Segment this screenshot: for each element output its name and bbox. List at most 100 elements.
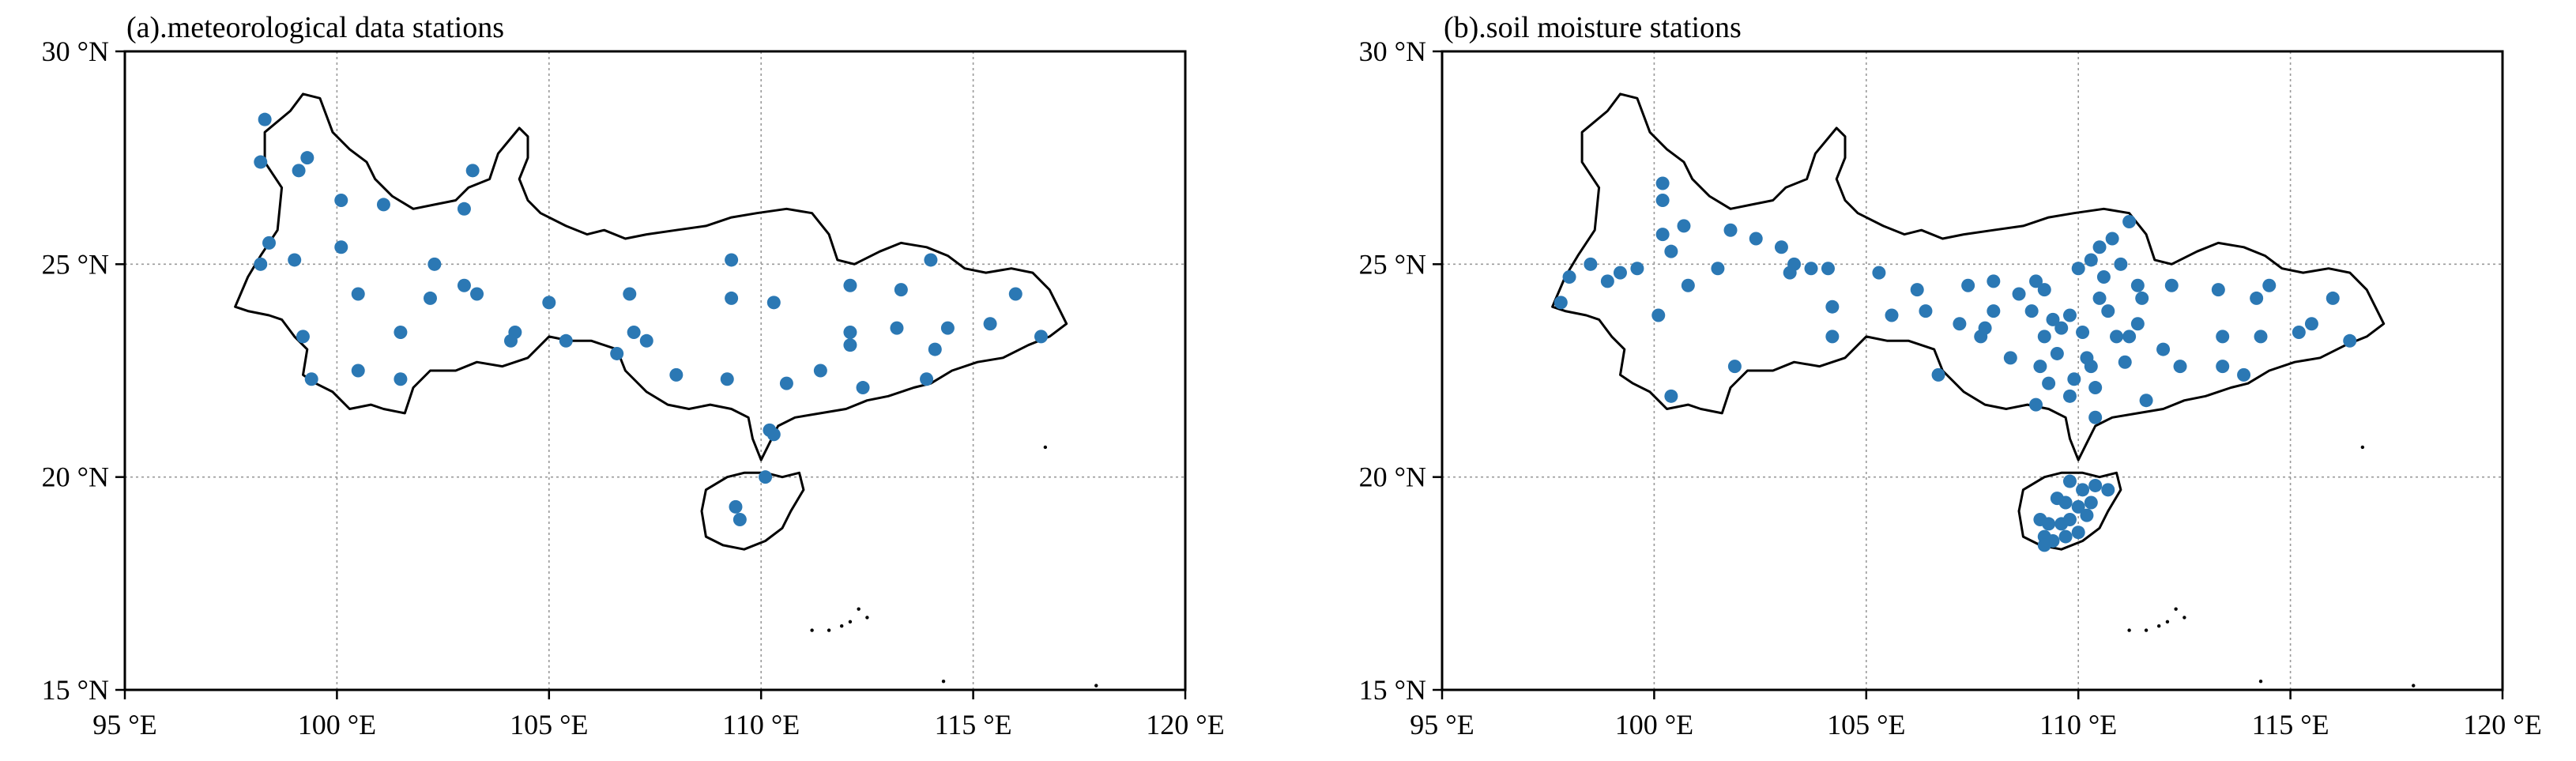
station-point bbox=[1651, 308, 1666, 322]
station-point bbox=[2050, 346, 2064, 360]
station-point bbox=[2037, 538, 2051, 552]
station-point bbox=[779, 376, 793, 390]
island-mark bbox=[2360, 445, 2365, 450]
panel-title: (b).soil moisture stations bbox=[1444, 11, 1742, 44]
station-point bbox=[2139, 394, 2153, 408]
station-point bbox=[2122, 214, 2137, 228]
station-point bbox=[2156, 342, 2171, 356]
station-point bbox=[2029, 397, 2043, 412]
station-point bbox=[1664, 389, 1678, 403]
station-point bbox=[2029, 274, 2043, 288]
lat-tick-label: 20 °N bbox=[1359, 461, 1426, 493]
station-point bbox=[2164, 278, 2179, 292]
station-point bbox=[2076, 483, 2090, 497]
station-point bbox=[2080, 508, 2094, 522]
station-point bbox=[725, 291, 739, 305]
station-point bbox=[890, 321, 904, 335]
station-point bbox=[1821, 262, 1835, 276]
station-point bbox=[1987, 274, 2001, 288]
lon-tick-label: 95 °E bbox=[92, 709, 156, 740]
island-mark bbox=[827, 628, 831, 632]
station-point bbox=[1655, 194, 1670, 208]
lat-tick-label: 30 °N bbox=[42, 36, 109, 67]
station-point bbox=[669, 367, 684, 382]
station-point bbox=[470, 287, 484, 301]
station-point bbox=[940, 321, 955, 335]
station-point bbox=[1885, 308, 1899, 322]
station-point bbox=[1804, 262, 1818, 276]
station-point bbox=[1727, 360, 1742, 374]
station-point bbox=[1774, 240, 1788, 254]
panel-title: (a).meteorological data stations bbox=[126, 11, 504, 44]
station-point bbox=[2122, 330, 2137, 344]
station-point bbox=[288, 253, 302, 267]
station-point bbox=[304, 372, 318, 386]
lat-tick-label: 25 °N bbox=[42, 248, 109, 280]
station-point bbox=[292, 164, 306, 178]
station-point bbox=[2292, 326, 2306, 340]
station-point bbox=[759, 470, 773, 484]
station-point bbox=[1681, 278, 1695, 292]
lon-tick-label: 110 °E bbox=[2039, 709, 2117, 740]
station-point bbox=[542, 296, 556, 310]
station-point bbox=[559, 333, 573, 348]
station-point bbox=[262, 235, 277, 250]
station-point bbox=[457, 278, 471, 292]
station-point bbox=[2084, 495, 2098, 510]
station-point bbox=[465, 164, 480, 178]
station-point bbox=[2003, 351, 2017, 365]
station-point bbox=[2216, 330, 2230, 344]
station-point bbox=[2118, 355, 2132, 369]
station-point bbox=[627, 326, 641, 340]
station-point bbox=[423, 291, 437, 305]
station-point bbox=[766, 296, 781, 310]
station-point bbox=[1825, 300, 1840, 314]
station-point bbox=[334, 240, 348, 254]
lon-tick-label: 110 °E bbox=[722, 709, 800, 740]
station-point bbox=[2054, 321, 2069, 335]
station-point bbox=[1034, 330, 1048, 344]
station-point bbox=[2250, 291, 2264, 305]
island-mark bbox=[857, 607, 861, 611]
station-point bbox=[2135, 291, 2149, 305]
station-point bbox=[1600, 274, 1614, 288]
station-point bbox=[1664, 244, 1678, 258]
station-point bbox=[2088, 410, 2103, 424]
station-point bbox=[258, 112, 272, 126]
station-point bbox=[610, 346, 624, 360]
region-boundary-mainland bbox=[234, 92, 1068, 461]
lon-tick-label: 115 °E bbox=[935, 709, 1012, 740]
island-mark bbox=[2127, 628, 2131, 632]
station-point bbox=[1910, 283, 1924, 297]
station-point bbox=[928, 342, 942, 356]
station-point bbox=[2012, 287, 2026, 301]
station-point bbox=[2062, 474, 2077, 488]
lon-tick-label: 120 °E bbox=[2463, 709, 2541, 740]
station-point bbox=[1919, 304, 1933, 318]
station-point bbox=[394, 326, 408, 340]
station-point bbox=[1987, 304, 2001, 318]
station-point bbox=[1008, 287, 1022, 301]
station-point bbox=[725, 253, 739, 267]
station-point bbox=[296, 330, 310, 344]
station-point bbox=[427, 257, 442, 271]
lon-tick-label: 105 °E bbox=[1827, 709, 1905, 740]
station-point bbox=[2254, 330, 2268, 344]
station-point bbox=[2071, 526, 2085, 540]
region-boundary-mainland bbox=[1551, 92, 2386, 461]
station-point bbox=[2084, 360, 2098, 374]
station-point bbox=[2037, 283, 2051, 297]
station-point bbox=[1613, 266, 1627, 280]
station-point bbox=[1584, 257, 1598, 271]
station-point bbox=[1655, 176, 1670, 190]
lon-tick-label: 100 °E bbox=[298, 709, 376, 740]
lon-tick-label: 105 °E bbox=[510, 709, 588, 740]
station-point bbox=[924, 253, 938, 267]
station-point bbox=[1677, 219, 1691, 233]
island-mark bbox=[865, 616, 869, 620]
station-point bbox=[1825, 330, 1840, 344]
island-mark bbox=[941, 680, 946, 684]
station-point bbox=[2084, 253, 2098, 267]
station-point bbox=[729, 499, 743, 514]
